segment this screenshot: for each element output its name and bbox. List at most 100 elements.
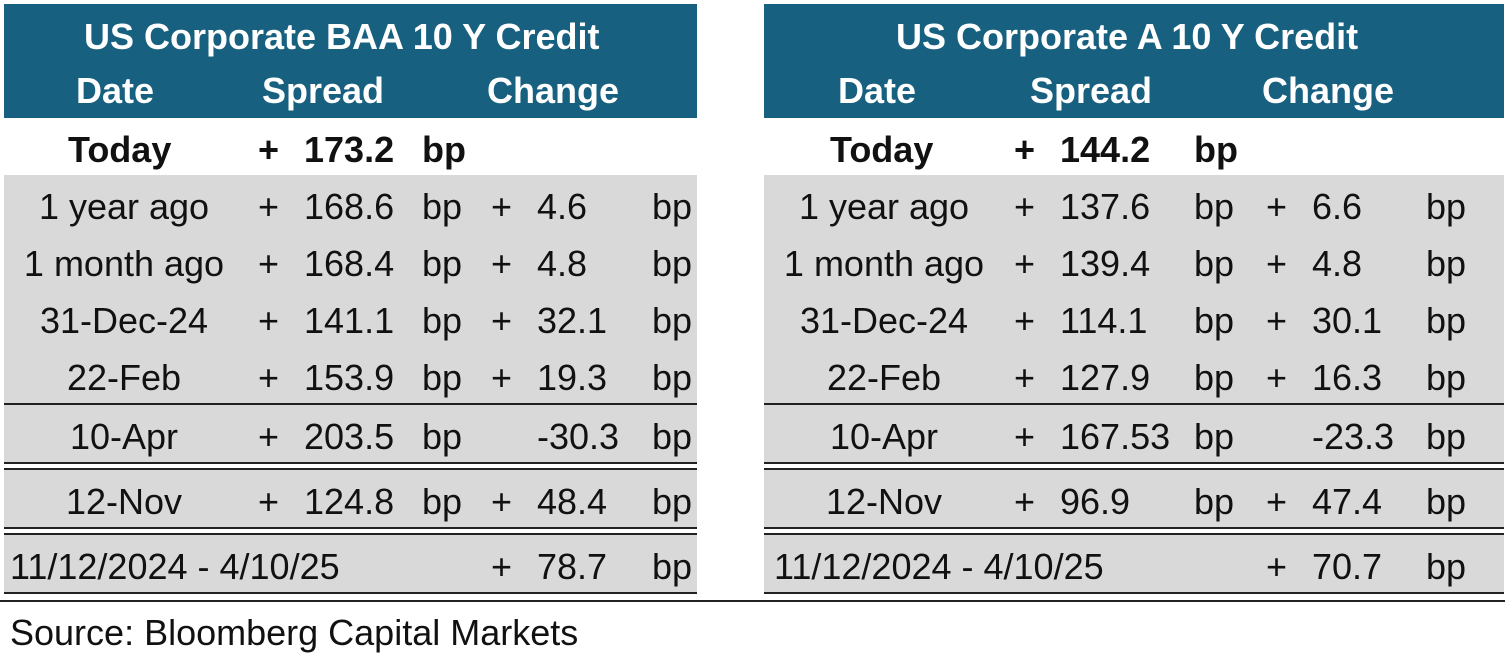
table-row: 22-Feb + 127.9 bp + 16.3 bp — [764, 346, 1504, 403]
spread-sign: + — [258, 243, 280, 284]
row-label: 12-Nov — [65, 481, 183, 522]
spread-sign: + — [1014, 300, 1036, 341]
change-sign: + — [491, 481, 513, 522]
range-row: 11/12/2024 - 4/10/25 + 78.7 bp — [4, 533, 697, 594]
change-value: 32.1 — [537, 300, 608, 341]
range-row: 11/12/2024 - 4/10/25 + 70.7 bp — [764, 533, 1504, 594]
spread-value: 168.4 — [304, 243, 395, 284]
change-sign: + — [491, 300, 513, 341]
change-unit: bp — [1426, 300, 1467, 341]
nov-row: 12-Nov + 124.8 bp + 48.4 bp — [4, 468, 697, 529]
change-sign: + — [491, 186, 513, 227]
row-label: 22-Feb — [66, 357, 182, 398]
change-unit: bp — [652, 416, 693, 457]
change-value: -23.3 — [1312, 416, 1395, 457]
change-unit: bp — [652, 481, 693, 522]
row-label: 10-Apr — [829, 416, 939, 457]
spread-sign: + — [258, 129, 280, 170]
change-sign: + — [491, 357, 513, 398]
spread-value: 144.2 — [1060, 129, 1151, 170]
table-row: 1 month ago + 139.4 bp + 4.8 bp — [764, 232, 1504, 289]
spread-sign: + — [1014, 357, 1036, 398]
table-row: 31-Dec-24 + 114.1 bp + 30.1 bp — [764, 289, 1504, 346]
row-label: 10-Apr — [69, 416, 179, 457]
spread-value: 124.8 — [304, 481, 395, 522]
row-label: 31-Dec-24 — [799, 300, 969, 341]
spread-unit: bp — [1194, 129, 1238, 170]
row-label: Today — [830, 129, 934, 170]
change-value: 4.6 — [537, 186, 588, 227]
change-value: 6.6 — [1312, 186, 1363, 227]
spread-value: 127.9 — [1060, 357, 1151, 398]
change-sign: + — [491, 546, 513, 587]
row-label: 1 year ago — [38, 186, 210, 227]
spread-value: 141.1 — [304, 300, 395, 341]
table-row: 22-Feb + 153.9 bp + 19.3 bp — [4, 346, 697, 403]
column-header-change: Change — [487, 70, 620, 111]
row-label: 22-Feb — [826, 357, 942, 398]
change-value: 47.4 — [1312, 481, 1383, 522]
change-unit: bp — [1426, 186, 1467, 227]
row-label: 11/12/2024 - 4/10/25 — [10, 546, 340, 587]
history-rows: 1 year ago + 168.6 bp + 4.6 bp 1 month a… — [4, 175, 697, 403]
history-rows: 1 year ago + 137.6 bp + 6.6 bp 1 month a… — [764, 175, 1504, 403]
spread-unit: bp — [422, 416, 463, 457]
change-unit: bp — [1426, 546, 1467, 587]
divider — [0, 600, 1505, 602]
spread-sign: + — [1014, 129, 1036, 170]
spread-sign: + — [258, 416, 280, 457]
change-unit: bp — [652, 546, 693, 587]
row-label: 31-Dec-24 — [39, 300, 209, 341]
table-header: US Corporate BAA 10 Y Credit Date Spread… — [4, 4, 697, 118]
baa-credit-table: US Corporate BAA 10 Y Credit Date Spread… — [4, 4, 697, 594]
change-sign: + — [491, 243, 513, 284]
spread-sign: + — [1014, 481, 1036, 522]
change-unit: bp — [1426, 357, 1467, 398]
change-sign: + — [1266, 243, 1288, 284]
spread-unit: bp — [1194, 357, 1235, 398]
spread-unit: bp — [422, 300, 463, 341]
change-unit: bp — [652, 300, 693, 341]
spread-value: 153.9 — [304, 357, 395, 398]
spread-value: 173.2 — [304, 129, 395, 170]
column-header-change: Change — [1262, 70, 1395, 111]
today-row: Today + 144.2 bp — [764, 118, 1504, 175]
change-unit: bp — [652, 186, 693, 227]
nov-row: 12-Nov + 96.9 bp + 47.4 bp — [764, 468, 1504, 529]
row-label: 12-Nov — [825, 481, 943, 522]
change-value: 16.3 — [1312, 357, 1383, 398]
change-sign: + — [1266, 357, 1288, 398]
spread-unit: bp — [1194, 481, 1235, 522]
spread-unit: bp — [422, 481, 463, 522]
spread-unit: bp — [422, 129, 466, 170]
spread-value: 168.6 — [304, 186, 395, 227]
spread-unit: bp — [422, 357, 463, 398]
spread-unit: bp — [422, 186, 463, 227]
today-row: Today + 173.2 bp — [4, 118, 697, 175]
spread-value: 203.5 — [304, 416, 395, 457]
change-value: 4.8 — [537, 243, 588, 284]
spread-sign: + — [1014, 416, 1036, 457]
spread-value: 137.6 — [1060, 186, 1151, 227]
spread-sign: + — [258, 357, 280, 398]
spread-value: 114.1 — [1060, 300, 1148, 341]
row-label: 1 month ago — [783, 243, 985, 284]
change-value: 70.7 — [1312, 546, 1383, 587]
spread-sign: + — [1014, 243, 1036, 284]
change-value: 48.4 — [537, 481, 608, 522]
spread-value: 139.4 — [1060, 243, 1151, 284]
change-value: 4.8 — [1312, 243, 1363, 284]
table-title: US Corporate A 10 Y Credit — [896, 16, 1359, 57]
spread-unit: bp — [1194, 186, 1235, 227]
change-unit: bp — [1426, 416, 1467, 457]
change-value: -30.3 — [537, 416, 620, 457]
spread-unit: bp — [1194, 416, 1235, 457]
change-sign: + — [1266, 481, 1288, 522]
spread-sign: + — [258, 186, 280, 227]
row-label: 1 month ago — [23, 243, 225, 284]
column-header-date: Date — [76, 70, 155, 111]
table-title: US Corporate BAA 10 Y Credit — [84, 16, 600, 57]
spread-value: 167.53 — [1060, 416, 1171, 457]
spread-sign: + — [258, 300, 280, 341]
change-sign: + — [1266, 546, 1288, 587]
